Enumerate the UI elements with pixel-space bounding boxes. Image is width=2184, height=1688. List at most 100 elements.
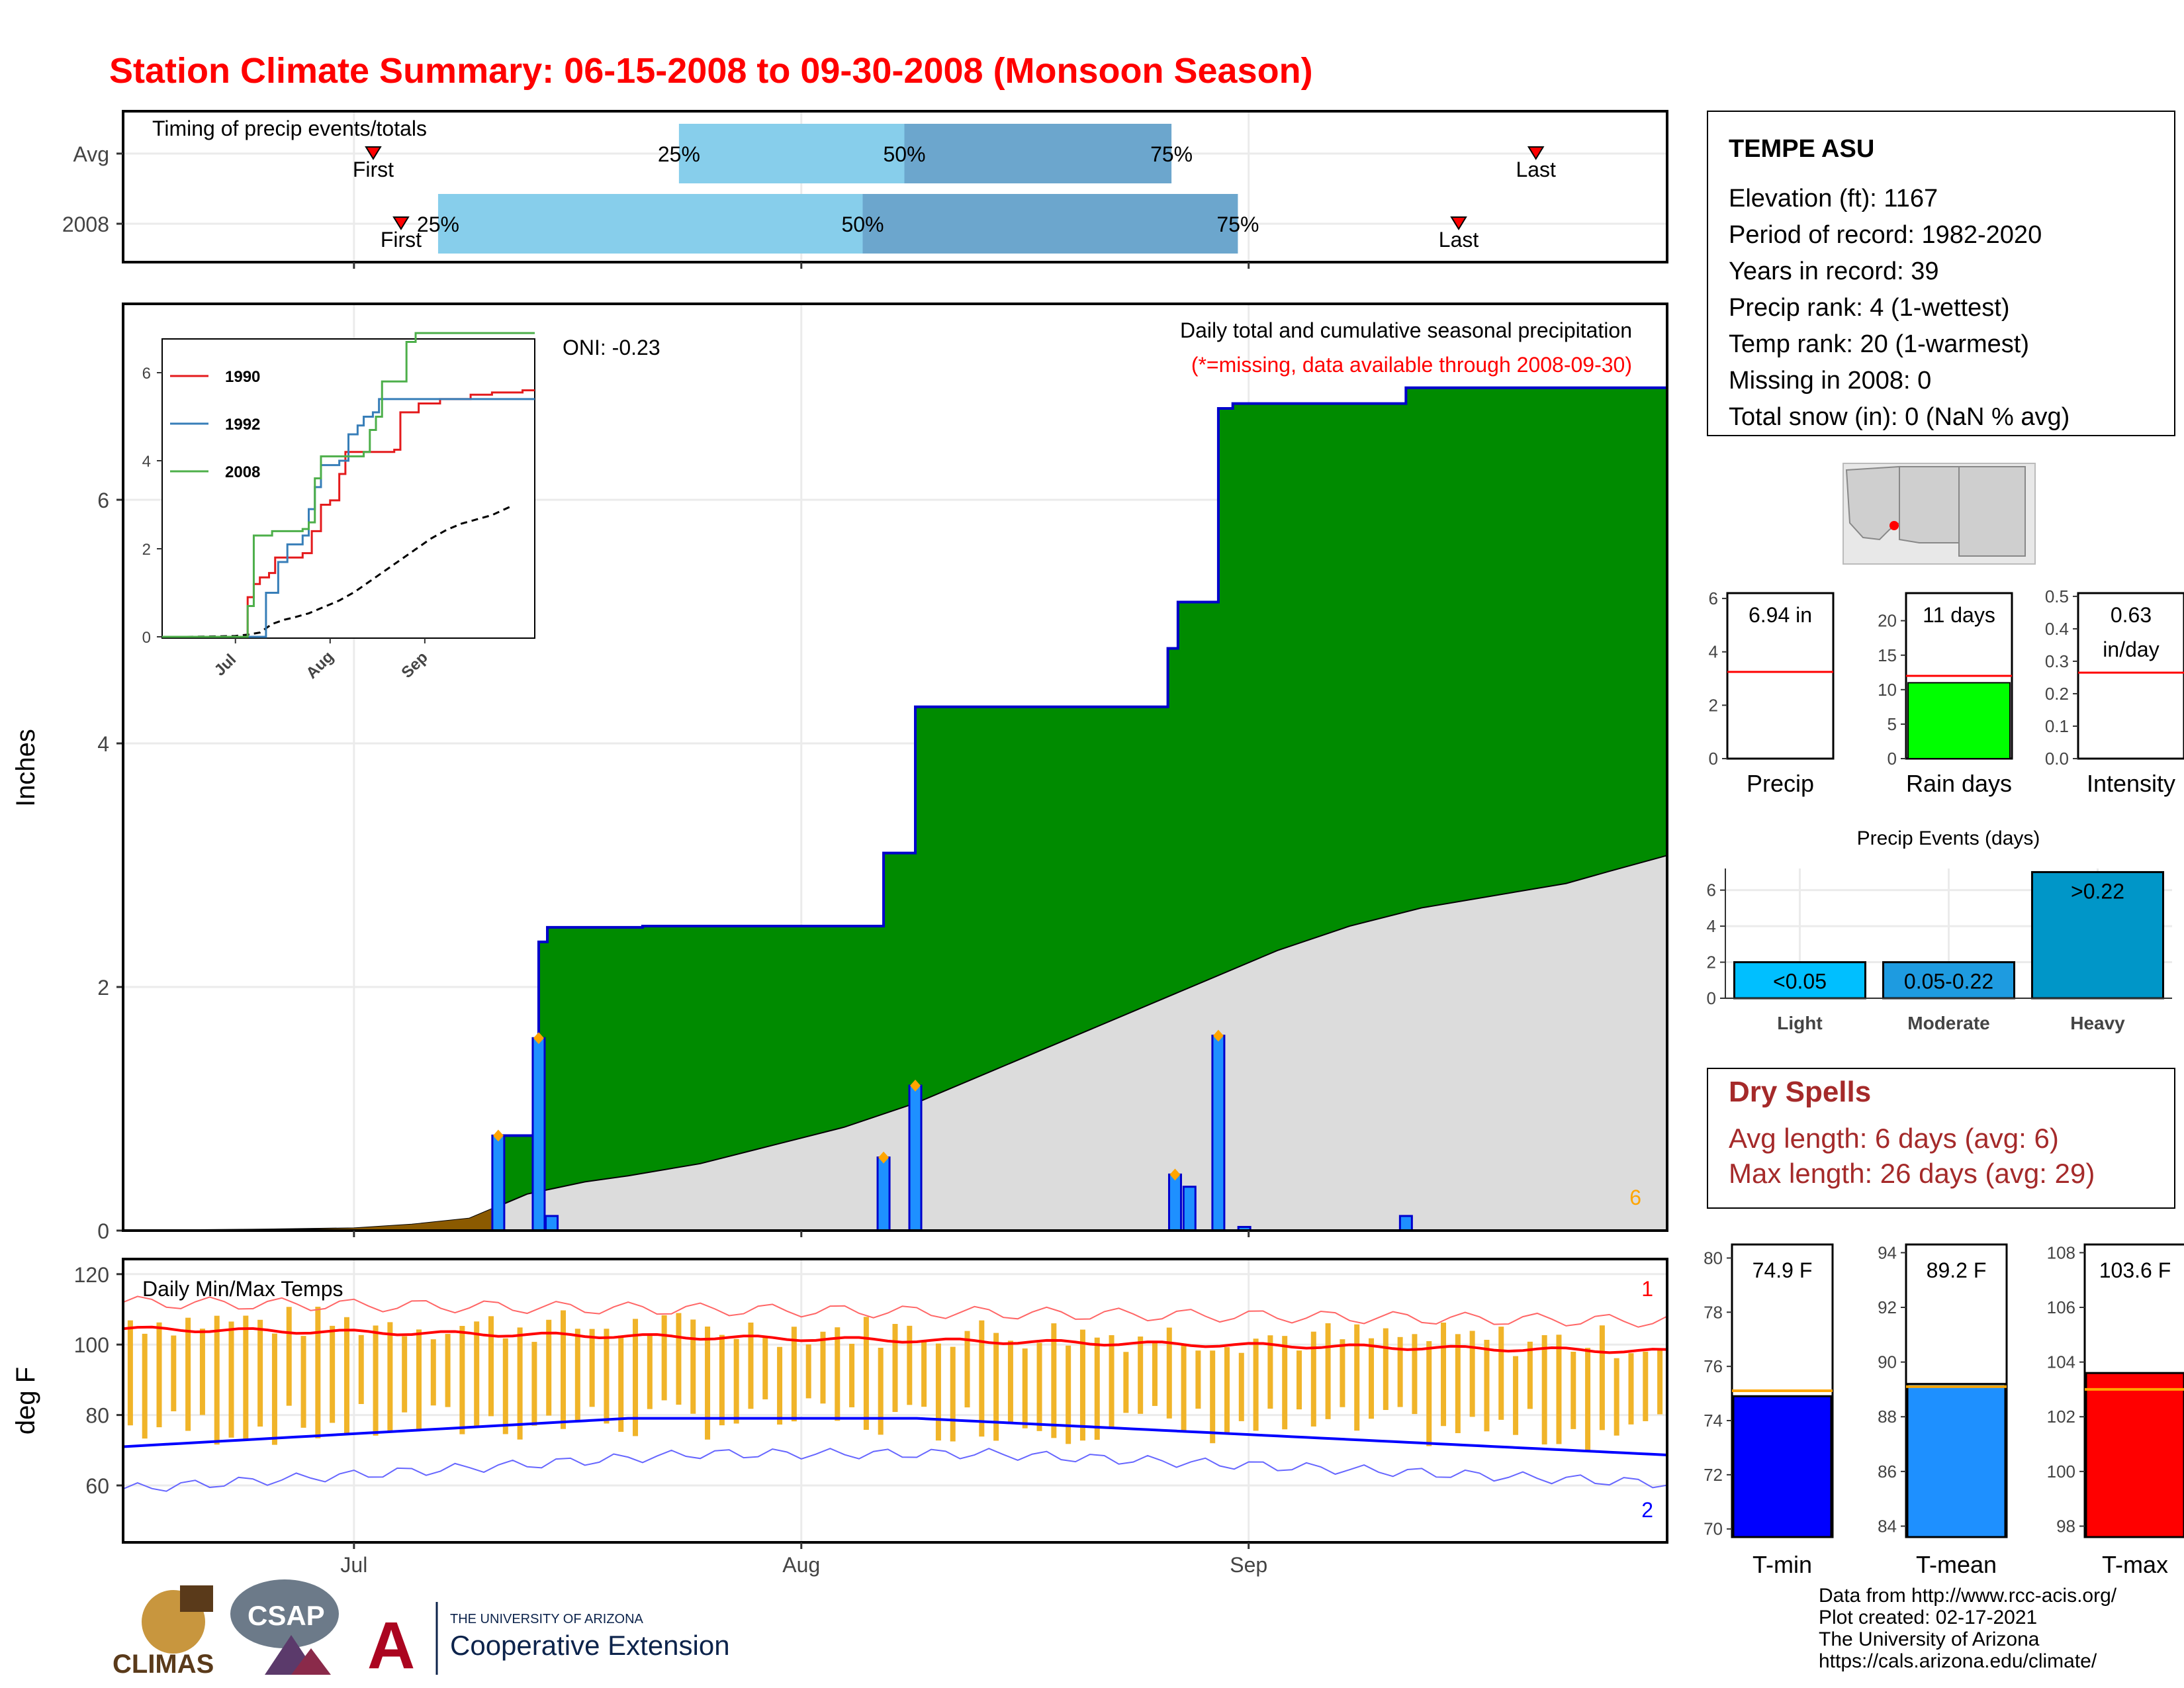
precip-series xyxy=(122,385,1668,1232)
mini-temp-ytick: 88 xyxy=(1878,1407,1897,1427)
daily-temp-range-bar xyxy=(777,1346,783,1425)
daily-temp-range-bar xyxy=(892,1324,898,1413)
credit-line: The University of Arizona xyxy=(1819,1628,2040,1650)
timing-first-label: First xyxy=(353,158,394,181)
svg-text:THE UNIVERSITY OF ARIZONA: THE UNIVERSITY OF ARIZONA xyxy=(450,1612,644,1626)
missing-count: 6 xyxy=(1629,1186,1641,1209)
daily-temp-range-bar xyxy=(1397,1336,1403,1407)
x-tick-label: Aug xyxy=(782,1553,820,1577)
daily-temp-range-bar xyxy=(1022,1348,1028,1429)
daily-temp-range-bar xyxy=(647,1335,653,1409)
events-ytick: 0 xyxy=(1707,988,1716,1008)
mini-temp-ytick: 84 xyxy=(1878,1516,1897,1536)
timing-p50-label: 50% xyxy=(841,212,884,236)
mini-temp-ytick: 70 xyxy=(1704,1519,1723,1539)
daily-precip-bar xyxy=(1398,1215,1413,1232)
mini-temp-bar xyxy=(1906,1383,2007,1538)
daily-precip-marker xyxy=(910,1080,921,1092)
daily-temp-range-bar xyxy=(474,1321,480,1427)
mini-precip-charts: 0 2 4 6 6.94 in Precip 0 5 10 15 20 11 days Rain day… xyxy=(1709,586,2184,797)
precip-ylabel: Inches xyxy=(11,729,40,807)
mini-temp-chart: 98 100 102 104 106 108 103.6 F T-max xyxy=(2047,1243,2184,1578)
cumulative-below-avg-area xyxy=(267,1206,498,1231)
credits: Data from http://www.rcc-acis.org/Plot c… xyxy=(1819,1585,2117,1672)
temp-marker-bottom: 2 xyxy=(1641,1498,1653,1522)
mini-precip-ytick: 4 xyxy=(1709,642,1718,662)
mini-temp-ytick: 72 xyxy=(1704,1465,1723,1485)
mini-temp-ytick: 76 xyxy=(1704,1356,1723,1376)
normal-min-line xyxy=(122,1417,1668,1456)
mini-temp-ytick: 100 xyxy=(2047,1462,2075,1481)
daily-precip-bar xyxy=(1211,1035,1226,1232)
daily-temp-range-bar xyxy=(1527,1341,1533,1409)
daily-temp-range-bar xyxy=(748,1322,754,1409)
daily-temp-range-bar xyxy=(1036,1342,1042,1431)
daily-precip-bar xyxy=(876,1156,891,1232)
daily-temp-range-bar xyxy=(1469,1331,1475,1417)
mini-temp-ytick: 92 xyxy=(1878,1297,1897,1317)
daily-temp-range-bar xyxy=(1094,1337,1100,1440)
daily-temp-range-bar xyxy=(1455,1334,1461,1434)
daily-temp-range-bar xyxy=(1224,1347,1230,1434)
mini-precip-chart: 0 2 4 6 6.94 in Precip xyxy=(1709,588,1835,797)
mini-precip-value: 6.94 in xyxy=(1749,603,1812,627)
record-min-line xyxy=(122,1448,1668,1492)
mini-precip-label: Precip xyxy=(1747,770,1814,797)
timing-bars: 25% 50% 75% First Last 25% 50% 75% First Last xyxy=(353,124,1556,254)
mini-precip-ytick: 0 xyxy=(1709,749,1718,769)
daily-temp-range-bar xyxy=(1051,1323,1057,1438)
timing-p75-label: 75% xyxy=(1216,212,1259,236)
daily-temp-range-bar xyxy=(561,1310,567,1429)
inset-avg-line xyxy=(186,504,514,638)
x-axis: Jul Aug Sep xyxy=(340,262,1267,1577)
daily-temp-range-bar xyxy=(1441,1323,1447,1427)
mini-precip-value-unit: in/day xyxy=(2103,637,2159,661)
timing-first-marker xyxy=(365,146,382,160)
mini-precip-ytick: 0.2 xyxy=(2045,684,2069,704)
daily-temp-range-bar xyxy=(358,1335,364,1405)
events-bar xyxy=(1882,961,2015,1000)
timing-first-marker xyxy=(392,216,410,230)
station-name: TEMPE ASU xyxy=(1729,135,1874,163)
daily-temp-range-bar xyxy=(1238,1352,1244,1421)
daily-temp-range-bar xyxy=(762,1337,768,1399)
mini-temp-ytick: 108 xyxy=(2047,1243,2075,1262)
timing-last-label: Last xyxy=(1439,228,1479,252)
daily-temp-range-bar xyxy=(517,1327,523,1440)
daily-precip-marker xyxy=(1212,1029,1224,1042)
daily-temp-range-bar xyxy=(343,1317,349,1434)
mini-temp-label: T-max xyxy=(2102,1551,2168,1578)
mini-precip-ytick: 2 xyxy=(1709,695,1718,715)
station-info-line: Period of record: 1982-2020 xyxy=(1729,221,2042,249)
daily-temp-range-bar xyxy=(127,1320,133,1426)
daily-temp-range-bar xyxy=(1210,1350,1216,1444)
station-info-line: Temp rank: 20 (1-warmest) xyxy=(1729,330,2029,358)
credit-line: Plot created: 02-17-2021 xyxy=(1819,1607,2037,1628)
timing-panel: Avg 2008 25% 50% 75% First Last 25% 50% 75% First… xyxy=(62,110,1668,263)
daily-temp-range-bar xyxy=(733,1338,739,1424)
mini-temp-ytick: 102 xyxy=(2047,1407,2075,1427)
mini-temp-label: T-mean xyxy=(1916,1551,1997,1578)
events-bar-label: 0.05-0.22 xyxy=(1904,970,1993,994)
daily-temp-range-bar xyxy=(1369,1338,1375,1419)
mini-precip-ytick: 10 xyxy=(1878,680,1897,700)
daily-temp-range-bar xyxy=(791,1327,797,1422)
timing-title: Timing of precip events/totals xyxy=(152,117,427,140)
station-box: TEMPE ASU Elevation (ft): 1167 Period of … xyxy=(1707,111,2175,436)
daily-temp-range-bar xyxy=(964,1331,970,1408)
daily-temp-range-bar xyxy=(416,1329,422,1430)
daily-temp-range-bar xyxy=(1007,1340,1013,1423)
events-bar xyxy=(2031,870,2164,1000)
mini-temp-charts: 70 72 74 76 78 80 74.9 F T-min 84 86 88 90 92 94 89.2 … xyxy=(1704,1243,2184,1578)
daily-temp-range-bar xyxy=(1325,1323,1331,1419)
mini-temp-value: 74.9 F xyxy=(1752,1258,1813,1282)
events-category-label: Light xyxy=(1777,1013,1822,1033)
events-bar-label: >0.22 xyxy=(2071,879,2124,903)
timing-p50-label: 50% xyxy=(883,142,925,166)
mini-precip-ytick: 0.0 xyxy=(2045,749,2069,769)
daily-temp-range-bar xyxy=(661,1315,667,1401)
events-bar-label: <0.05 xyxy=(1773,970,1827,994)
cumulative-above-avg-area xyxy=(123,385,1667,1231)
